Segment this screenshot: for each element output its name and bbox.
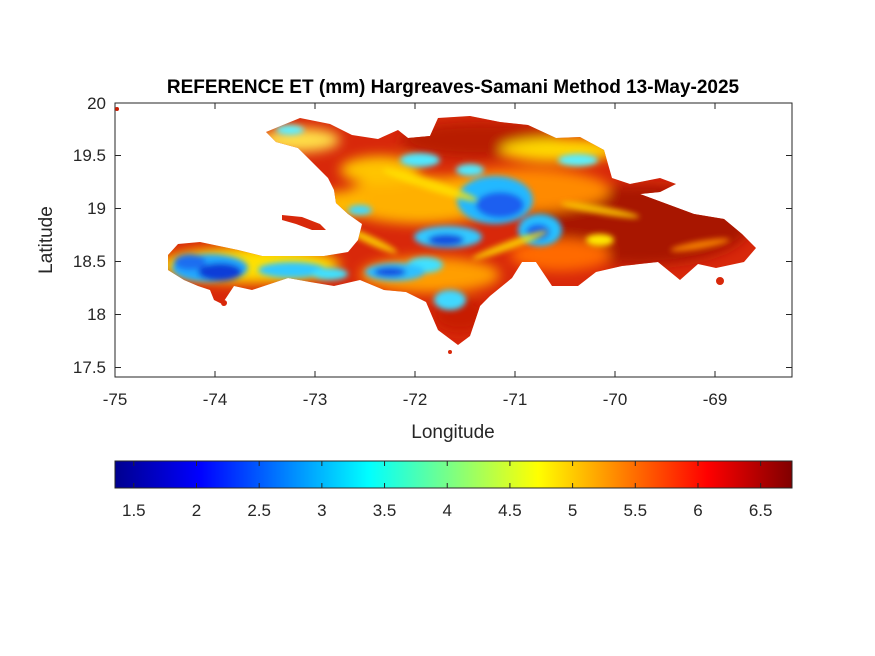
- y-tick-label: 19: [87, 199, 106, 218]
- colorbar-ticks: 1.5 2 2.5 3 3.5 4 4.5 5 5.5 6 6.5: [122, 461, 772, 520]
- colorbar-tick-label: 6.5: [749, 501, 773, 520]
- colorbar-tick-label: 3: [317, 501, 326, 520]
- colorbar-tick-label: 6: [693, 501, 702, 520]
- y-tick-label: 19.5: [73, 146, 106, 165]
- y-tick-label: 17.5: [73, 358, 106, 377]
- y-tick-label: 18: [87, 305, 106, 324]
- colorbar-tick-label: 5: [568, 501, 577, 520]
- y-tick-label: 18.5: [73, 252, 106, 271]
- y-axis: 20 19.5 19 18.5 18 17.5 Latitude: [36, 94, 792, 377]
- colorbar-tick-label: 3.5: [373, 501, 397, 520]
- x-tick-label: -71: [503, 390, 528, 409]
- colorbar-tick-label: 5.5: [623, 501, 647, 520]
- y-tick-label: 20: [87, 94, 106, 113]
- x-tick-label: -73: [303, 390, 328, 409]
- x-tick-label: -74: [203, 390, 228, 409]
- colorbar: 1.5 2 2.5 3 3.5 4 4.5 5 5.5 6 6.5: [114, 460, 793, 520]
- x-tick-label: -70: [603, 390, 628, 409]
- x-axis: -75 -74 -73 -72 -71 -70 -69 Longitude: [103, 103, 728, 443]
- colorbar-tick-label: 2: [192, 501, 201, 520]
- x-tick-label: -75: [103, 390, 128, 409]
- x-axis-label: Longitude: [411, 422, 494, 443]
- colorbar-gradient: [114, 460, 793, 489]
- chart-title: REFERENCE ET (mm) Hargreaves-Samani Meth…: [167, 77, 740, 98]
- colorbar-tick-label: 4: [442, 501, 451, 520]
- x-tick-label: -72: [403, 390, 428, 409]
- colorbar-tick-label: 4.5: [498, 501, 522, 520]
- x-tick-label: -69: [703, 390, 728, 409]
- y-axis-label: Latitude: [36, 206, 57, 274]
- colorbar-tick-label: 2.5: [247, 501, 271, 520]
- colorbar-tick-label: 1.5: [122, 501, 146, 520]
